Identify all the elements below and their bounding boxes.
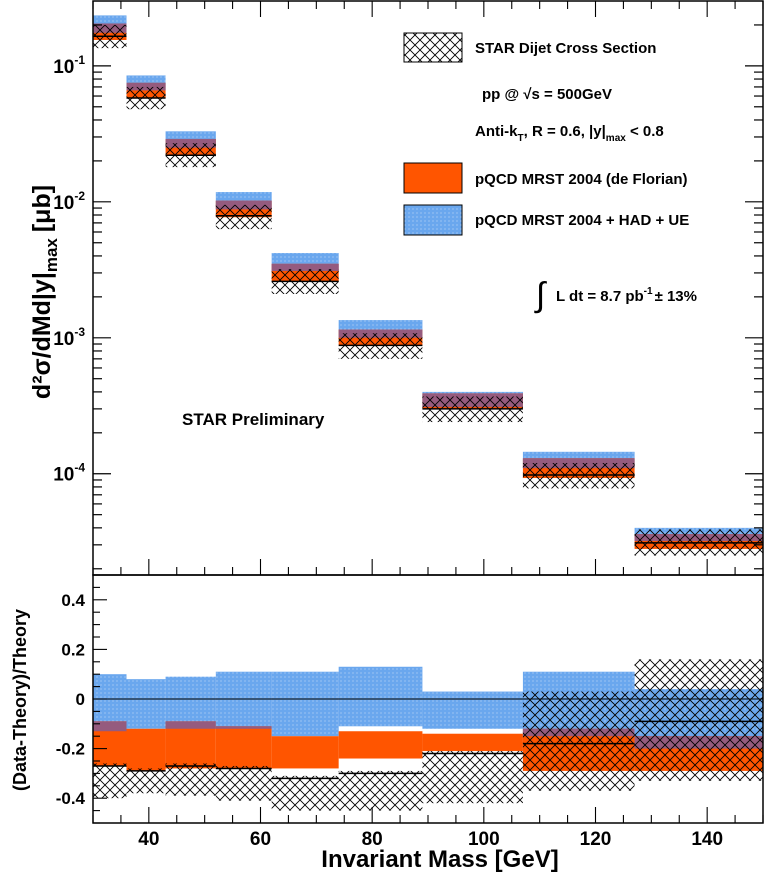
lower-bar-data-5 (338, 770, 423, 811)
upper-panel: 10-1 10-2 10-3 10-4 d²σ/dMd|y|max[μb] STAR … (28, 0, 764, 576)
lower-bar-data-2 (165, 763, 216, 796)
bar-data-7 (522, 462, 635, 489)
x-tick-label-3: 100 (468, 829, 500, 850)
lower-bar-pqcd-3 (215, 726, 272, 769)
lower-bar-overlap-3 (215, 726, 272, 729)
lower-bar-overlap-0 (93, 721, 127, 732)
lower-y-tick-label-1: 0.2 (61, 640, 85, 659)
lower-y-axis-label: (Data-Theory)/Theory (10, 609, 30, 791)
lower-bar-data-3 (215, 765, 272, 801)
legend-swatch-pqcd-had (403, 204, 463, 236)
lower-bar-data-1 (126, 768, 166, 794)
lower-x-ticks: 40 60 80 100 120 140 (92, 1, 764, 850)
y-tick-label-1: 10-2 (53, 189, 85, 214)
lower-bar-pqcd-4 (271, 736, 339, 769)
lower-bar-data-0 (93, 763, 127, 799)
lower-bar-data-7 (522, 691, 635, 791)
lower-bar-overlap-2 (165, 721, 216, 729)
x-tick-label-5: 140 (691, 829, 723, 850)
lower-y-ticks: 0.4 0.2 0 -0.2 -0.4 (56, 574, 107, 824)
y-tick-label-0: 10-1 (53, 53, 85, 78)
x-tick-label-1: 60 (250, 829, 271, 850)
lower-bar-pqcd-6 (422, 733, 523, 752)
star-preliminary-label: STAR Preliminary (182, 410, 325, 429)
legend-label-algorithm: Anti-kT, R = 0.6, |y|max < 0.8 (475, 123, 664, 144)
bar-data-3 (215, 204, 272, 230)
legend-label-pqcd-had: pQCD MRST 2004 + HAD + UE (475, 212, 689, 229)
x-axis-label: Invariant Mass [GeV] (321, 846, 558, 873)
lower-bar-had-1 (126, 679, 166, 729)
legend-label-pqcd: pQCD MRST 2004 (de Florian) (475, 171, 688, 188)
lower-bar-had-3 (215, 671, 272, 729)
lower-y-tick-label-4: -0.4 (56, 789, 86, 808)
lower-bar-pqcd-2 (165, 721, 216, 769)
upper-y-ticks: 10-1 10-2 10-3 10-4 (53, 24, 763, 570)
lower-bar-had-2 (165, 676, 216, 729)
lower-bar-had-4 (271, 671, 339, 737)
bar-overlap-1 (126, 82, 166, 91)
lumi-label: L dt = 8.7 pb-1 ± 13% (556, 286, 697, 305)
lower-y-tick-label-2: 0 (76, 690, 85, 709)
lower-bar-had-5 (338, 666, 423, 727)
upper-y-axis-label: d²σ/dMd|y|max[μb] (28, 185, 61, 399)
lower-bar-data-4 (271, 775, 339, 811)
x-tick-label-2: 80 (362, 829, 383, 850)
legend-label-energy: pp @ √s = 500GeV (482, 86, 612, 103)
y-tick-label-2: 10-3 (53, 325, 85, 350)
lower-bar-data-8 (634, 659, 763, 781)
lower-panel: 0.4 0.2 0 -0.2 -0.4 40 60 80 100 120 140 (Data-Th… (10, 1, 764, 873)
bar-overlap-4 (271, 263, 339, 271)
lower-bar-pqcd-5 (338, 731, 423, 759)
legend-label-data: STAR Dijet Cross Section (475, 40, 656, 57)
legend-swatch-pqcd (403, 162, 463, 194)
x-tick-label-4: 120 (580, 829, 612, 850)
legend: STAR Dijet Cross Section pp @ √s = 500Ge… (403, 32, 697, 314)
lumi-integral-sign: ∫ (534, 276, 547, 314)
lower-bar-pqcd-1 (126, 728, 166, 771)
lower-y-tick-label-0: 0.4 (61, 591, 85, 610)
y-tick-label-3: 10-4 (53, 461, 85, 486)
legend-swatch-data (403, 32, 463, 63)
lower-bar-had-6 (422, 691, 523, 729)
upper-bars (93, 15, 763, 556)
lower-y-tick-label-3: -0.2 (56, 740, 85, 759)
lower-bars (93, 659, 763, 811)
x-tick-label-0: 40 (138, 829, 159, 850)
lower-bar-data-6 (422, 751, 523, 804)
